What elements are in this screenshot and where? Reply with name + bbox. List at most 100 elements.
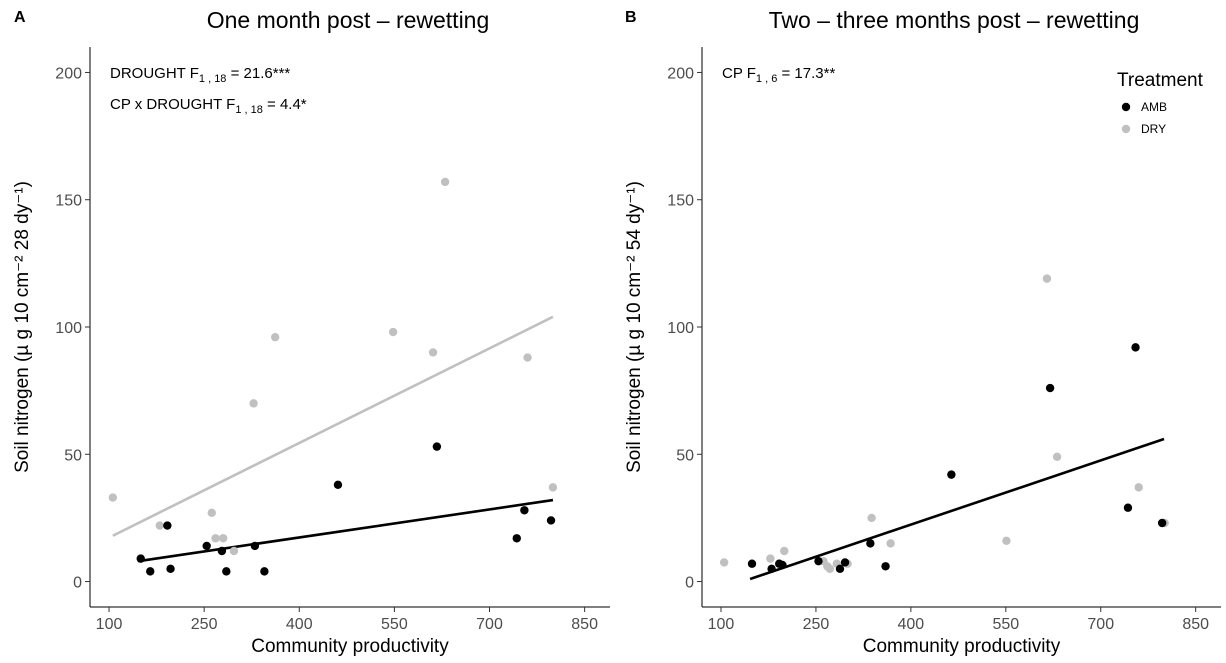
point-dry <box>428 348 438 357</box>
annotation-label: DROUGHT <box>110 65 190 82</box>
chart-title: One month post – rewetting <box>207 7 490 33</box>
point-amb <box>512 534 521 543</box>
stat-annotation: CP F1 , 6 = 17.3** <box>722 65 835 85</box>
point-dry <box>1002 536 1011 546</box>
point-amb <box>520 506 529 515</box>
legend-title: Treatment <box>1117 70 1204 91</box>
point-dry <box>207 508 216 518</box>
x-tick-label: 100 <box>708 616 735 633</box>
annotation-stat: F <box>190 65 199 82</box>
point-dry <box>825 564 835 574</box>
x-tick-label: 400 <box>286 616 313 633</box>
y-tick-label: 0 <box>685 575 694 592</box>
point-amb <box>747 559 757 568</box>
panel-a: A One month post – rewetting 0 50 100 150 200 1… <box>12 7 610 657</box>
x-tick-label: 250 <box>803 616 830 633</box>
legend-key-amb <box>1121 102 1131 112</box>
point-dry <box>719 558 729 567</box>
panel-label: B <box>625 9 637 26</box>
point-dry <box>886 539 895 548</box>
point-amb <box>767 564 776 574</box>
y-tick-label: 150 <box>667 193 694 210</box>
x-tick-label: 100 <box>96 616 123 633</box>
legend-label: AMB <box>1141 100 1167 114</box>
y-tick-label: 100 <box>55 320 82 337</box>
point-amb <box>333 480 343 490</box>
point-dry <box>766 554 775 563</box>
y-tick-label: 100 <box>667 320 694 337</box>
point-amb <box>1131 343 1140 352</box>
point-dry <box>867 513 876 523</box>
point-amb <box>840 558 850 567</box>
point-amb <box>432 442 442 451</box>
point-amb <box>1157 518 1167 528</box>
chart-title: Two – three months post – rewetting <box>769 7 1140 33</box>
annotation-value: = 17.3** <box>777 65 835 82</box>
point-dry <box>211 534 220 543</box>
point-amb <box>1123 503 1133 512</box>
point-amb <box>866 539 875 548</box>
point-amb <box>546 516 556 525</box>
point-amb <box>1045 383 1055 393</box>
y-tick-label: 200 <box>55 65 82 82</box>
y-axis-label: Soil nitrogen (µ g 10 cm⁻² 54 dy⁻¹) <box>624 181 645 473</box>
point-dry <box>270 332 280 342</box>
point-amb <box>778 560 787 570</box>
panel-b: B Two – three months post – rewetting 0 50 1… <box>624 7 1221 657</box>
fit-line-amb <box>138 498 554 563</box>
x-axis-label: Community productivity <box>863 636 1061 657</box>
annotation-label: CP x DROUGHT <box>110 96 226 113</box>
y-tick-label: 50 <box>64 447 82 464</box>
annotation-df: 1 , 18 <box>199 73 227 85</box>
panel-label: A <box>14 9 26 26</box>
point-amb <box>146 567 155 576</box>
x-tick-label: 850 <box>571 616 598 633</box>
point-amb <box>222 567 231 576</box>
x-tick-label: 700 <box>476 616 503 633</box>
fit-line-amb <box>749 437 1165 581</box>
point-amb <box>163 521 172 530</box>
point-dry <box>523 353 532 362</box>
y-tick-label: 0 <box>73 575 82 592</box>
y-tick-label: 150 <box>55 193 82 210</box>
annotation-df: 1 , 6 <box>756 73 777 85</box>
stat-annotation: CP x DROUGHT F1 , 18 = 4.4* <box>110 96 307 116</box>
annotation-value: = 4.4* <box>263 96 307 113</box>
point-dry <box>155 521 164 530</box>
point-amb <box>835 564 845 574</box>
point-dry <box>548 483 558 492</box>
point-amb <box>814 556 823 566</box>
x-tick-label: 550 <box>992 616 1019 633</box>
point-dry <box>108 493 118 502</box>
y-axis-label: Soil nitrogen (µ g 10 cm⁻² 28 dy⁻¹) <box>12 181 33 473</box>
point-amb <box>202 541 211 551</box>
annotation-stat: F <box>747 65 756 82</box>
point-amb <box>217 546 227 556</box>
x-tick-label: 550 <box>381 616 408 633</box>
point-dry <box>780 546 789 556</box>
stat-annotation: DROUGHT F1 , 18 = 21.6*** <box>110 65 290 85</box>
x-tick-label: 400 <box>898 616 925 633</box>
legend-key-dry <box>1121 124 1131 134</box>
x-tick-label: 700 <box>1087 616 1114 633</box>
y-tick-label: 200 <box>667 65 694 82</box>
x-tick-label: 850 <box>1182 616 1209 633</box>
fit-line-dry <box>112 315 554 537</box>
point-dry <box>1052 452 1062 462</box>
legend-label: DRY <box>1141 122 1166 136</box>
point-amb <box>260 567 269 576</box>
annotation-df: 1 , 18 <box>235 104 263 116</box>
annotation-value: = 21.6*** <box>226 65 290 82</box>
point-dry <box>388 327 398 337</box>
point-amb <box>166 564 175 574</box>
point-dry <box>1134 483 1143 492</box>
x-axis-label: Community productivity <box>251 636 449 657</box>
point-dry <box>249 399 258 408</box>
annotation-stat: F <box>226 96 235 113</box>
point-amb <box>881 562 890 571</box>
point-dry <box>1042 274 1052 283</box>
point-dry <box>218 534 228 543</box>
point-dry <box>440 177 450 187</box>
annotation-label: CP <box>722 65 747 82</box>
